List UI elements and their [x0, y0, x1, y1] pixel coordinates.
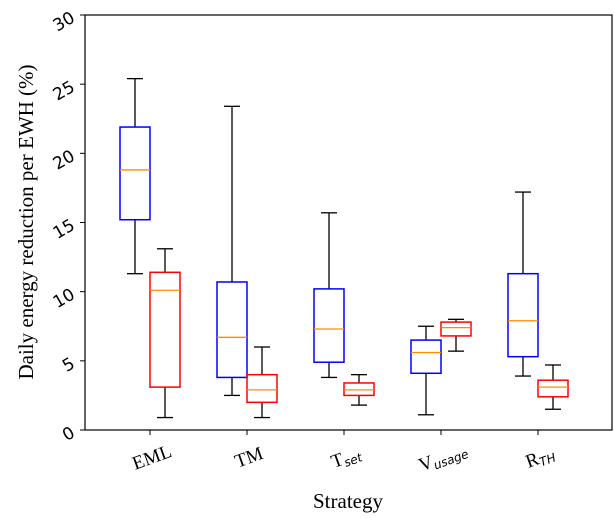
- iqr-box: [410, 339, 442, 375]
- box-2-4: [440, 318, 472, 352]
- x-tick-label-subscript: set: [342, 450, 365, 470]
- x-tick-label: EML: [130, 441, 175, 474]
- box-1-5: [507, 191, 539, 377]
- y-tick-label: 15: [50, 216, 79, 244]
- y-tick-label: 20: [50, 146, 79, 174]
- box-1-3: [313, 212, 345, 379]
- iqr-box: [507, 272, 539, 358]
- x-axis-title: Strategy: [313, 489, 383, 513]
- box-1-2: [216, 105, 248, 397]
- boxes-layer: [119, 77, 569, 419]
- box-2-3: [343, 374, 375, 406]
- x-tick-label: TM: [232, 443, 266, 473]
- box-1-4: [410, 325, 442, 416]
- iqr-box: [343, 382, 375, 397]
- iqr-box: [216, 281, 248, 379]
- iqr-box: [440, 321, 472, 337]
- y-tick-label: 25: [50, 77, 79, 105]
- iqr-box: [246, 373, 278, 404]
- iqr-box: [149, 271, 181, 388]
- plot-area: [84, 14, 613, 431]
- y-axis: 0 5 10 15 20 25 30: [50, 8, 85, 446]
- x-tick-label: Tset: [328, 442, 365, 473]
- box-2-5: [537, 364, 569, 410]
- x-tick-label: Vusage: [416, 439, 470, 477]
- iqr-box: [313, 288, 345, 363]
- y-axis-title: Daily energy reduction per EWH (%): [14, 64, 38, 379]
- y-tick-label: 5: [59, 354, 78, 377]
- x-tick-label-subscript: TH: [538, 451, 558, 470]
- x-tick-label-main: EML: [130, 441, 175, 474]
- box-2-1: [149, 248, 181, 419]
- box-2-2: [246, 346, 278, 419]
- x-tick-label: RTH: [523, 443, 558, 474]
- x-tick-label-main: TM: [232, 443, 266, 473]
- y-tick-label: 0: [59, 423, 78, 446]
- box-1-1: [119, 77, 151, 275]
- iqr-box: [119, 126, 151, 221]
- x-tick-label-subscript: usage: [432, 447, 471, 473]
- iqr-box: [537, 379, 569, 398]
- x-axis: EML TM Tset Vusage RTH: [130, 430, 558, 477]
- y-tick-label: 10: [50, 285, 79, 313]
- y-tick-label: 30: [50, 8, 79, 36]
